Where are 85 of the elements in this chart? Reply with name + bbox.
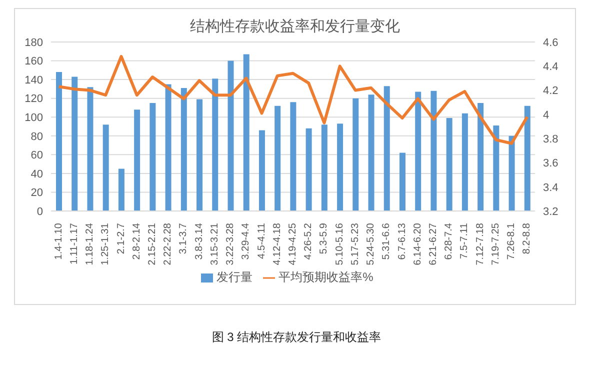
y-tick-label: 140 — [24, 74, 43, 86]
bar — [508, 136, 515, 211]
bar — [165, 84, 172, 211]
bar — [56, 72, 62, 211]
x-tick-label: 2.1-2.7 — [116, 222, 127, 254]
bar — [524, 106, 530, 211]
bar — [180, 88, 187, 211]
x-tick-label: 5.3-5.9 — [318, 222, 330, 254]
x-tick-label: 4.5-4.11 — [256, 222, 268, 259]
y-tick-label: 0 — [36, 206, 43, 218]
y2-tick-label: 4 — [543, 109, 550, 122]
bar — [150, 103, 156, 211]
bar — [274, 106, 281, 211]
legend-label: 发行量 — [216, 270, 253, 284]
bar — [118, 168, 124, 211]
bar — [134, 110, 140, 211]
y2-tick-label: 3.8 — [543, 133, 558, 146]
y2-tick-label: 4.6 — [543, 36, 558, 49]
line-series — [57, 54, 529, 145]
y-tick-label: 80 — [30, 130, 43, 143]
caption: 图 3 结构性存款发行量和收益率 — [210, 329, 382, 346]
bar — [493, 126, 500, 211]
y-tick-label: 60 — [30, 150, 43, 162]
bar — [415, 92, 422, 211]
bar — [352, 98, 359, 211]
bar — [446, 118, 452, 211]
x-tick-label: 4.26-5.2 — [303, 222, 314, 260]
y2-tick-label: 3.4 — [543, 182, 558, 194]
bar — [87, 87, 94, 211]
x-tick-label: 2.8-2.14 — [131, 222, 142, 260]
x-tick-label: 3.8-3.14 — [194, 222, 205, 260]
x-tick-label: 7.26-8.1 — [506, 222, 518, 260]
x-tick-label: 3.15-3.21 — [209, 222, 220, 266]
x-tick-label: 1.4-1.10 — [53, 222, 64, 260]
y-tick-label: 160 — [24, 56, 43, 68]
y-tick-label: 120 — [24, 93, 43, 106]
chart-title: 结构性存款收益率和发行量变化 — [189, 17, 401, 36]
x-tick-label: 3.29-4.4 — [240, 222, 252, 260]
x-tick-label: 6.14-6.20 — [412, 222, 424, 266]
x-tick-label: 6.7-6.13 — [396, 222, 408, 260]
x-tick-label: 1.18-1.24 — [84, 222, 96, 266]
bar — [384, 86, 390, 211]
bar — [258, 130, 265, 211]
x-tick-label: 4.12-4.18 — [272, 222, 283, 266]
bar — [462, 113, 468, 211]
y-tick-label: 40 — [30, 168, 43, 180]
bar — [196, 99, 203, 211]
x-tick-label: 1.25-1.31 — [100, 222, 112, 266]
x-tick-label: 3.1-3.7 — [178, 222, 190, 254]
bar — [430, 90, 437, 211]
x-tick-label: 6.28-7.4 — [444, 222, 455, 260]
y2-tick-label: 4.4 — [543, 61, 558, 74]
x-tick-label: 5.17-5.23 — [350, 222, 361, 266]
bar — [102, 124, 109, 211]
x-tick-label: 3.22-3.28 — [225, 222, 236, 266]
x-tick-label: 7.19-7.25 — [490, 222, 502, 266]
y2-tick-label: 3.6 — [543, 158, 558, 170]
x-tick-label: 8.2-8.8 — [522, 222, 533, 254]
x-tick-label: 6.21-6.27 — [428, 222, 440, 266]
x-tick-label: 1.11-1.17 — [68, 222, 80, 265]
x-tick-label: 5.24-5.30 — [366, 222, 377, 266]
bar — [368, 94, 374, 211]
x-tick-label: 7.12-7.18 — [474, 222, 486, 266]
bar — [478, 103, 484, 211]
y-tick-label: 180 — [24, 36, 43, 49]
legend-label: 平均预期收益率% — [278, 270, 374, 284]
y2-tick-label: 3.2 — [543, 206, 558, 218]
x-tick-label: 5.10-5.16 — [334, 222, 346, 266]
x-tick-label: 7.5-7.11 — [459, 222, 470, 259]
bar — [243, 54, 250, 211]
y-tick-label: 20 — [30, 187, 43, 200]
bar — [337, 124, 344, 211]
bar — [212, 78, 218, 211]
y-tick-label: 100 — [24, 112, 43, 124]
bar — [399, 152, 406, 211]
y2-tick-label: 4.2 — [543, 85, 558, 98]
x-tick-label: 2.22-2.28 — [162, 222, 174, 266]
x-tick-label: 4.19-4.25 — [288, 222, 298, 266]
x-tick-label: 5.31-6.6 — [381, 222, 392, 260]
bar — [306, 128, 312, 211]
bar — [290, 102, 296, 211]
bar — [72, 76, 78, 211]
bar — [321, 124, 328, 211]
x-tick-label: 2.15-2.21 — [146, 222, 158, 266]
bar — [228, 60, 234, 211]
